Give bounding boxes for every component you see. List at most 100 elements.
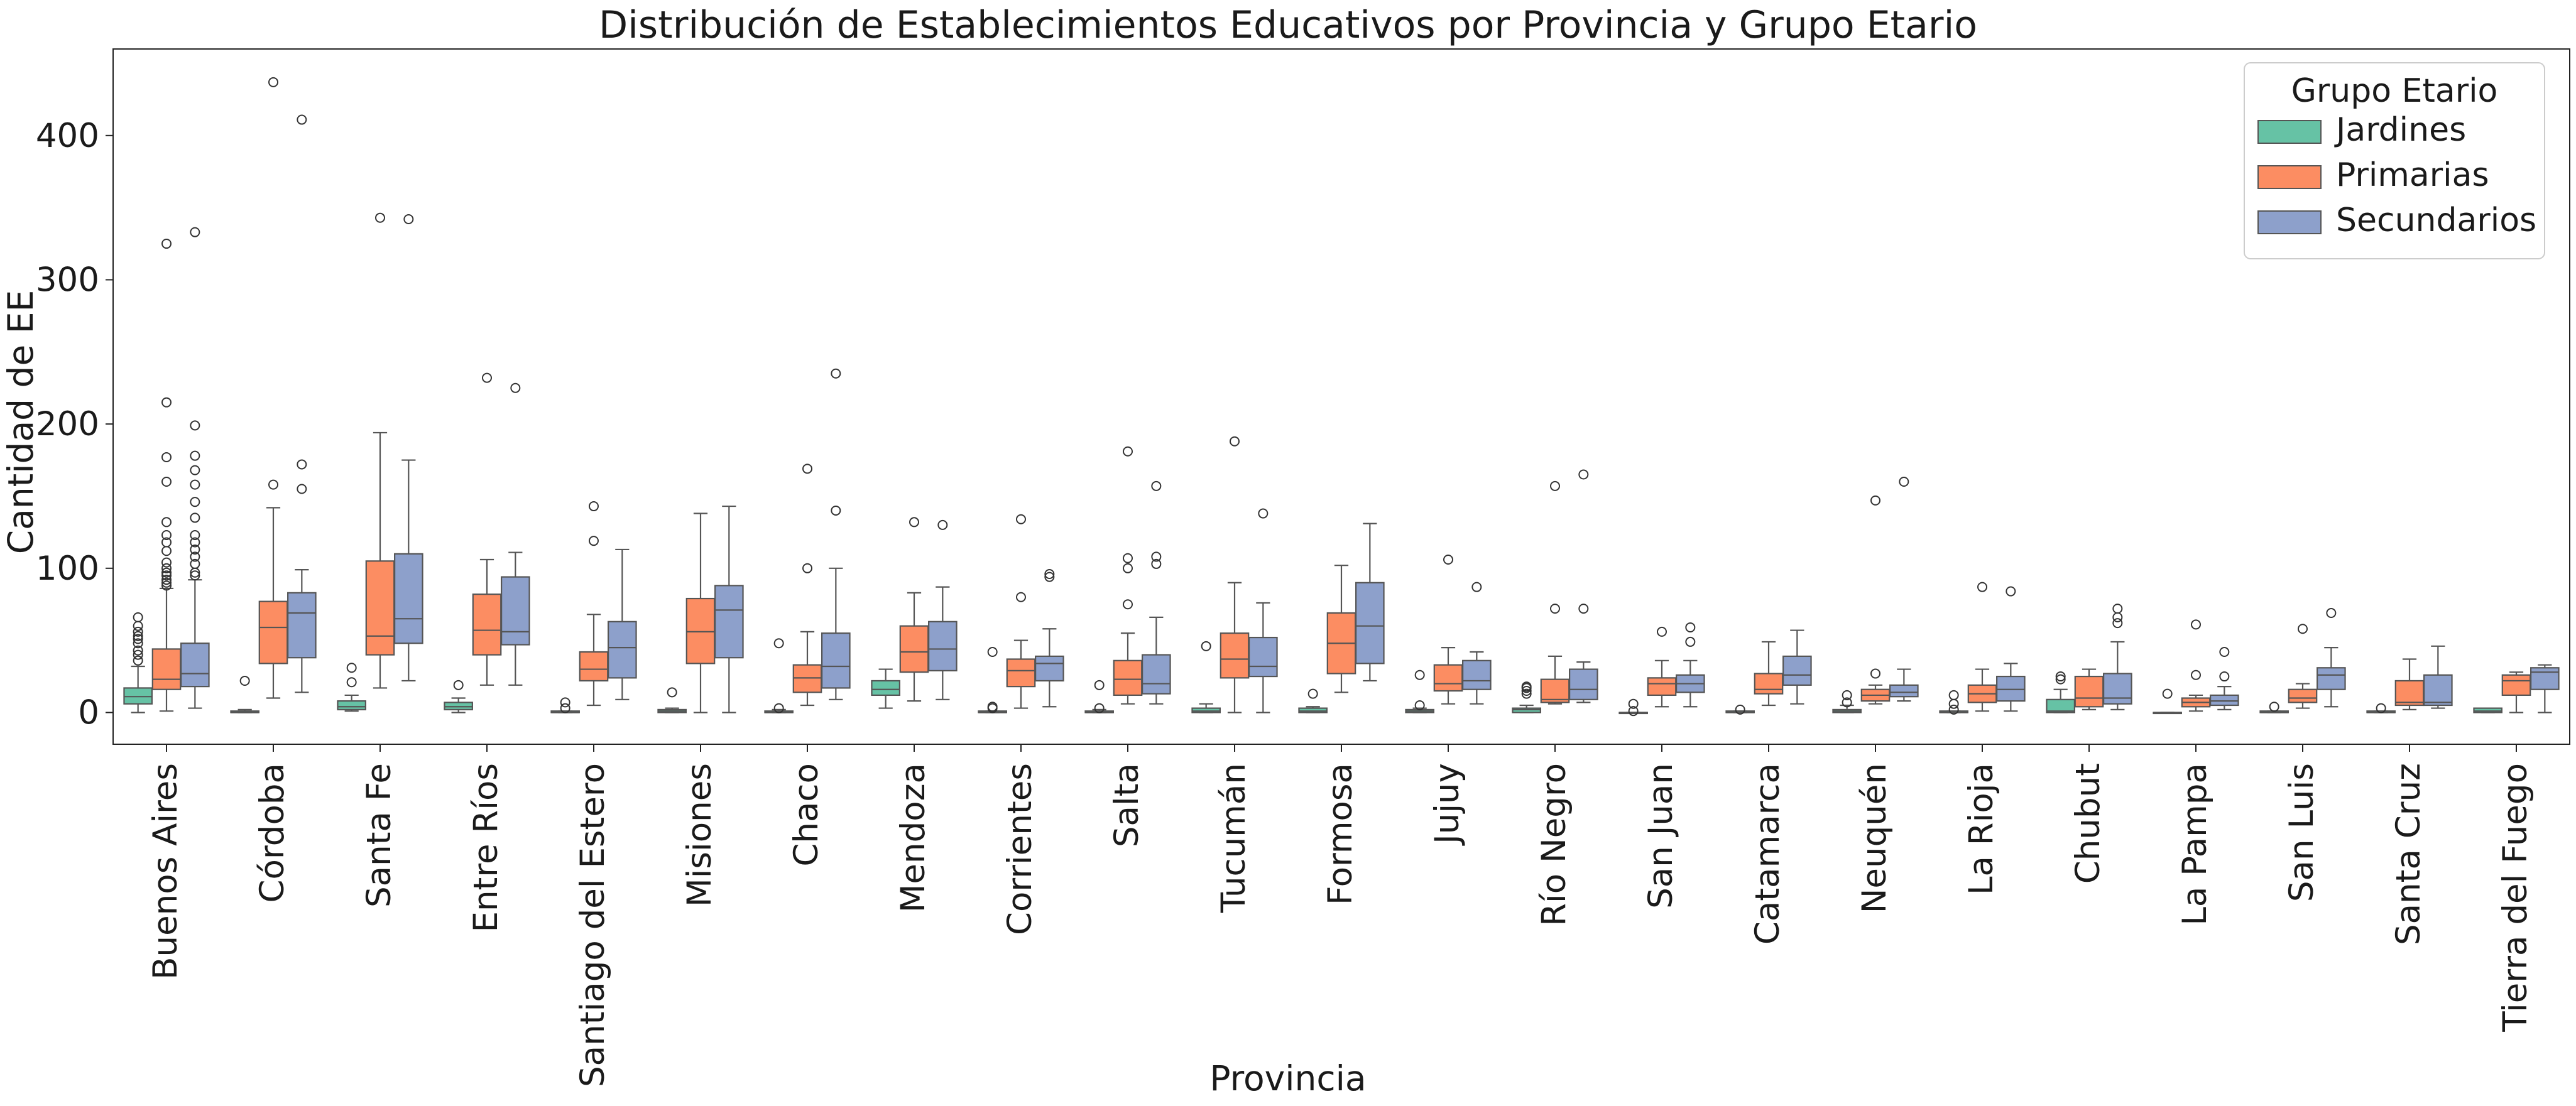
box-secundarios [1889, 477, 1919, 702]
legend-label-jardines: Jardines [2334, 111, 2466, 149]
outlier-point [1044, 572, 1055, 582]
box-body [151, 648, 182, 690]
x-tick-label: Tucumán [1214, 763, 1253, 913]
box-body [2473, 707, 2502, 713]
box-body [444, 702, 473, 710]
box-secundarios [821, 368, 851, 700]
box-body [685, 597, 716, 664]
outlier-point [1578, 604, 1589, 614]
legend-label-secundarios: Secundarios [2336, 202, 2536, 239]
box-body [2423, 674, 2453, 707]
box-primarias [1860, 495, 1891, 705]
outlier-point [453, 680, 464, 690]
outlier-point [239, 675, 250, 686]
outlier-point [161, 577, 172, 588]
outlier-point [2006, 586, 2016, 597]
outlier-point [133, 612, 143, 622]
outlier-point [589, 501, 599, 512]
outlier-point [1044, 568, 1055, 579]
outlier-point [190, 529, 200, 540]
x-tick-label: Misiones [680, 763, 719, 907]
box-jardines [657, 687, 687, 713]
box-body [608, 621, 637, 679]
box-jardines [2153, 688, 2182, 715]
outlier-point [773, 638, 784, 649]
outlier-point [2162, 688, 2173, 699]
x-tick-label: Chubut [2069, 763, 2107, 884]
x-tick-label: Entre Ríos [467, 763, 505, 933]
outlier-point [2269, 702, 2279, 712]
outlier-point [190, 450, 200, 461]
outlier-point [1685, 622, 1696, 632]
box-body [337, 700, 366, 710]
outlier-point [2219, 647, 2230, 658]
outlier-point [1870, 668, 1880, 679]
box-primarias [792, 464, 822, 707]
outlier-point [1443, 555, 1453, 565]
outlier-point [161, 546, 172, 556]
outlier-point [1628, 706, 1639, 717]
outlier-point [773, 703, 784, 713]
box-secundarios [1355, 523, 1385, 682]
box-primarias [2288, 624, 2318, 709]
box-primarias [1113, 446, 1143, 705]
outlier-point [1550, 480, 1560, 491]
outlier-point [161, 452, 172, 462]
box-jardines [978, 647, 1007, 713]
x-tick-label: Santa Fe [360, 763, 398, 908]
box-body [1512, 707, 1541, 713]
outlier-point [831, 505, 841, 516]
x-tick-label: Mendoza [894, 763, 932, 913]
outlier-point [190, 558, 200, 569]
plot-area: 0 100 200 300 400 Buenos Aires Córdoba Santa Fe… [36, 48, 2570, 1087]
box-body [2074, 675, 2104, 708]
outlier-point [1123, 563, 1133, 573]
box-body [2530, 667, 2560, 690]
x-tick-label: Corrientes [1001, 763, 1039, 935]
outlier-point [667, 687, 677, 698]
outlier-point [1094, 703, 1105, 713]
outlier-point [1948, 690, 1959, 700]
legend-swatch-primarias [2257, 165, 2322, 189]
box-secundarios [1569, 469, 1598, 703]
outlier-point [1123, 553, 1133, 563]
outlier-point [375, 212, 385, 223]
box-body [2288, 688, 2318, 703]
outlier-point [2055, 671, 2066, 682]
box-body [2394, 680, 2425, 707]
box-body [2317, 667, 2346, 690]
outlier-point [831, 368, 841, 379]
x-tick-label: Tierra del Fuego [2496, 763, 2535, 1033]
outlier-point [297, 484, 307, 494]
box-body [1006, 658, 1036, 688]
box-jardines [1725, 704, 1755, 715]
box-secundarios [394, 214, 423, 682]
box-primarias [1220, 436, 1250, 713]
outlier-point [1578, 469, 1589, 480]
outlier-point [190, 551, 200, 562]
outlier-point [2191, 619, 2201, 630]
outlier-point [297, 459, 307, 470]
y-axis-label: Cantidad de EE [1, 290, 41, 555]
outlier-point [1414, 670, 1425, 680]
outlier-point [1123, 599, 1133, 610]
box-jardines [1832, 690, 1862, 713]
box-jardines [123, 612, 153, 713]
box-jardines [1512, 681, 1541, 713]
box-body [1191, 707, 1221, 713]
outlier-point [1151, 551, 1162, 562]
box-secundarios [1035, 568, 1064, 708]
box-primarias [1647, 626, 1677, 708]
y-tick-label: 400 [36, 117, 99, 155]
outlier-point [1201, 641, 1211, 651]
outlier-point [1521, 686, 1532, 697]
box-secundarios [2317, 608, 2346, 708]
box-body [1142, 654, 1171, 695]
box-secundarios [2210, 647, 2239, 710]
box-secundarios [2530, 664, 2560, 713]
outlier-point [2112, 618, 2123, 629]
box-secundarios [1996, 586, 2026, 712]
box-secundarios [928, 519, 958, 700]
box-secundarios [608, 548, 637, 700]
